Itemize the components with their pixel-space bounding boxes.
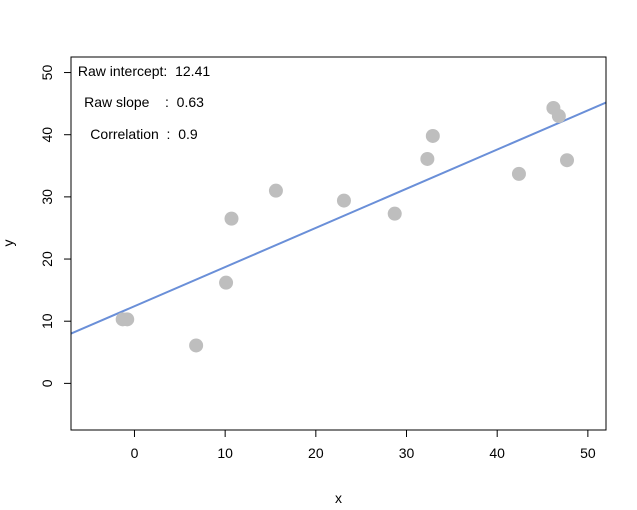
data-point	[224, 211, 239, 226]
data-point	[268, 183, 283, 198]
annotation-correlation: Correlation : 0.9	[90, 126, 198, 142]
data-point	[189, 338, 204, 353]
annotation-intercept: Raw intercept: 12.41	[78, 63, 211, 79]
data-point	[387, 206, 402, 221]
x-tick-label: 20	[308, 445, 324, 461]
y-tick-label: 20	[39, 251, 55, 267]
x-tick-label: 0	[131, 445, 139, 461]
data-point	[420, 151, 435, 166]
x-axis-title: x	[335, 490, 342, 506]
y-tick-label: 40	[39, 127, 55, 143]
data-point	[511, 166, 526, 181]
x-tick-label: 50	[580, 445, 596, 461]
data-point	[560, 153, 575, 168]
data-point	[551, 109, 566, 124]
x-axis: 0 10 20 30 40 50	[131, 429, 596, 461]
regression-line	[71, 101, 606, 335]
points-layer	[115, 100, 575, 353]
y-tick-label: 30	[39, 189, 55, 205]
y-tick-label: 10	[39, 313, 55, 329]
data-point	[120, 312, 135, 327]
annotation-slope: Raw slope : 0.63	[84, 94, 204, 110]
data-point	[219, 275, 234, 290]
y-axis: 0 10 20 30 40 50	[39, 65, 72, 387]
data-point	[336, 193, 351, 208]
x-tick-label: 40	[489, 445, 505, 461]
y-tick-label: 0	[39, 379, 55, 387]
plot-frame	[70, 56, 607, 431]
x-tick-label: 10	[217, 445, 233, 461]
plot-area	[71, 100, 606, 353]
y-tick-label: 50	[39, 65, 55, 81]
x-tick-label: 30	[399, 445, 415, 461]
data-point	[425, 128, 440, 143]
y-axis-title: y	[0, 240, 16, 247]
